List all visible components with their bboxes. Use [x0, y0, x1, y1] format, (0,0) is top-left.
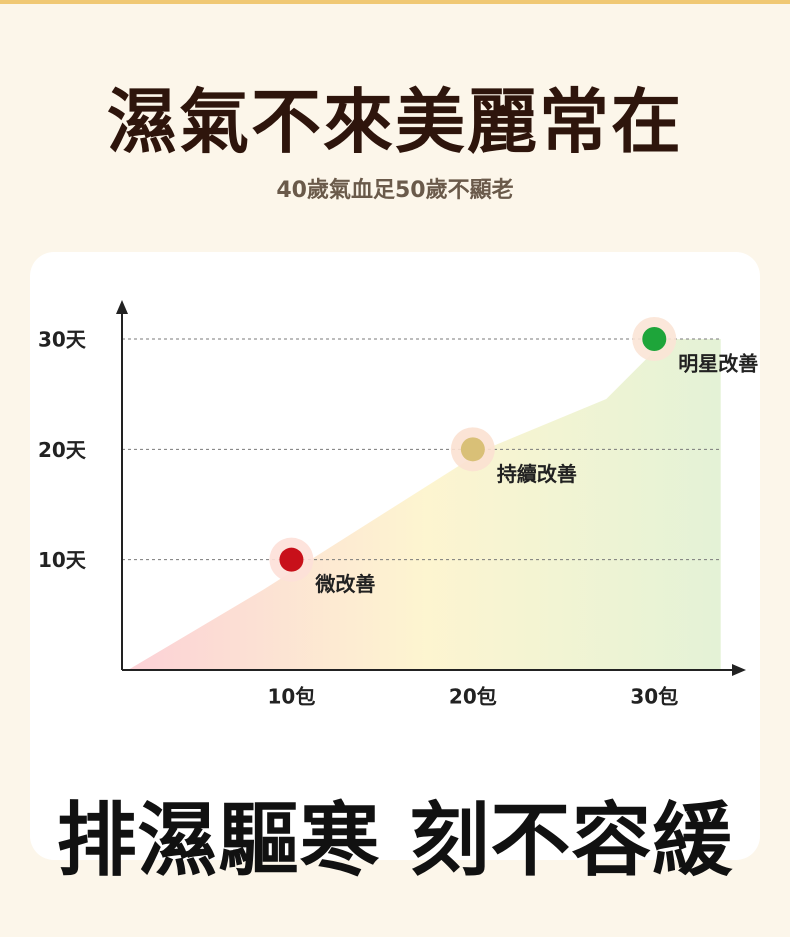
- chart-area-fill: [128, 339, 721, 670]
- data-point-3: [642, 327, 667, 351]
- y-tick-label-10: 10天: [38, 548, 87, 572]
- top-accent-line: [0, 0, 790, 4]
- data-point-2: [460, 437, 485, 462]
- bottom-slogan: 排濕驅寒 刻不容緩: [56, 794, 734, 887]
- data-label-2: 持續改善: [497, 462, 577, 486]
- x-tick-label-10: 10包: [268, 685, 316, 709]
- y-tick-label-20: 20天: [38, 438, 87, 462]
- x-tick-label-20: 20包: [449, 685, 497, 709]
- progress-chart: 10天 20天 30天 10包 20包 30包 微改善 持續改善 明星改善: [38, 300, 758, 709]
- page-subtitle: 40歲氣血足50歲不顯老: [276, 178, 514, 203]
- y-axis-arrow: [116, 300, 128, 314]
- x-axis-arrow: [732, 664, 746, 676]
- x-tick-label-30: 30包: [630, 685, 678, 709]
- data-point-1: [279, 547, 304, 572]
- data-label-3: 明星改善: [678, 352, 758, 376]
- data-label-1: 微改善: [314, 572, 375, 596]
- page-title: 濕氣不來美麗常在: [107, 81, 683, 163]
- chart-card: 10天 20天 30天 10包 20包 30包 微改善 持續改善 明星改善: [30, 252, 760, 860]
- y-tick-label-30: 30天: [38, 328, 87, 352]
